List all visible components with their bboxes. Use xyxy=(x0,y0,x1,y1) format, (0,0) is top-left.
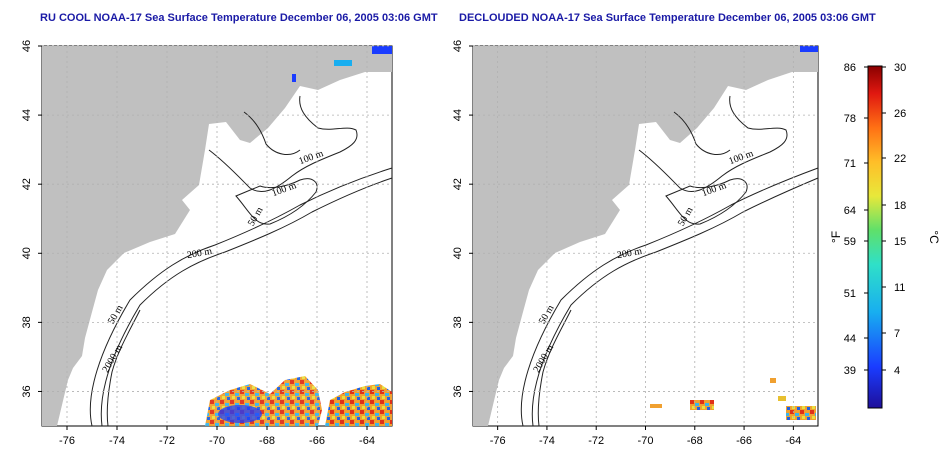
y-tick-label: 38 xyxy=(452,316,464,328)
left-bathymetry-contours xyxy=(89,95,393,427)
x-tick-label: -70 xyxy=(638,435,654,447)
colorbar-c-tick: 18 xyxy=(894,200,906,212)
x-tick-label: -74 xyxy=(109,435,125,447)
y-tick-label: 46 xyxy=(21,40,33,52)
x-tick-label: -72 xyxy=(159,435,175,447)
colorbar-c-tick: 22 xyxy=(894,153,906,165)
x-tick-label: -72 xyxy=(588,435,604,447)
colorbar-gradient xyxy=(867,65,883,409)
y-tick-label: 46 xyxy=(452,40,464,52)
colorbar-c-ticks: 30 26 22 18 15 11 7 4 xyxy=(882,62,906,377)
fahrenheit-unit-label: °F xyxy=(829,231,843,243)
left-x-tick-labels: -76 -74 -72 -70 -68 -66 -64 xyxy=(59,435,375,447)
colorbar-c-tick: 11 xyxy=(894,282,905,294)
left-grid-lines xyxy=(42,45,392,426)
contour-label: 200 m xyxy=(616,246,643,261)
x-tick-label: -64 xyxy=(359,435,375,447)
right-x-tick-labels: -76 -74 -72 -70 -68 -66 -64 xyxy=(490,435,802,447)
right-map-title: DECLOUDED NOAA-17 Sea Surface Temperatur… xyxy=(459,12,876,24)
colorbar-f-tick: 59 xyxy=(844,236,856,248)
colorbar-c-tick: 15 xyxy=(894,236,906,248)
right-y-tick-labels: 46 44 42 40 38 36 xyxy=(452,40,464,398)
celsius-unit-label: °C xyxy=(927,230,941,244)
colorbar-f-tick: 44 xyxy=(844,333,856,345)
left-y-tick-labels: 46 44 42 40 38 36 xyxy=(21,40,33,398)
colorbar-f-tick: 71 xyxy=(844,158,856,170)
colorbar-c-tick: 7 xyxy=(894,328,900,340)
colorbar-c-tick: 26 xyxy=(894,108,906,120)
temperature-colorbar: 86 78 71 64 59 51 44 39 30 26 22 18 15 11 7 4 °F °C xyxy=(829,62,941,409)
colorbar-c-tick: 30 xyxy=(894,62,906,74)
colorbar-f-tick: 39 xyxy=(844,365,856,377)
y-tick-label: 42 xyxy=(21,178,33,190)
colorbar-f-tick: 86 xyxy=(844,62,856,74)
y-tick-label: 40 xyxy=(21,247,33,259)
x-tick-label: -68 xyxy=(259,435,275,447)
x-tick-label: -68 xyxy=(687,435,703,447)
colorbar-f-tick: 64 xyxy=(844,205,856,217)
x-tick-label: -76 xyxy=(59,435,75,447)
left-sst-patches xyxy=(205,46,392,426)
left-land-mass xyxy=(42,46,392,426)
x-tick-label: -66 xyxy=(736,435,752,447)
x-tick-label: -66 xyxy=(309,435,325,447)
right-land-mass xyxy=(473,46,818,426)
y-tick-label: 36 xyxy=(21,385,33,397)
colorbar-c-tick: 4 xyxy=(894,365,900,377)
y-tick-label: 44 xyxy=(21,109,33,121)
colorbar-f-tick: 78 xyxy=(844,113,856,125)
colorbar-f-tick: 51 xyxy=(844,288,856,300)
y-tick-label: 38 xyxy=(21,316,33,328)
y-tick-label: 44 xyxy=(452,109,464,121)
left-map-title: RU COOL NOAA-17 Sea Surface Temperature … xyxy=(40,12,438,24)
x-tick-label: -64 xyxy=(785,435,801,447)
right-grid-lines xyxy=(473,45,818,426)
x-tick-label: -76 xyxy=(490,435,506,447)
colorbar-f-ticks: 86 78 71 64 59 51 44 39 xyxy=(844,62,868,377)
x-tick-label: -74 xyxy=(539,435,555,447)
y-tick-label: 42 xyxy=(452,178,464,190)
y-tick-label: 40 xyxy=(452,247,464,259)
y-tick-label: 36 xyxy=(452,385,464,397)
right-bathymetry-contours xyxy=(520,95,819,427)
contour-label: 200 m xyxy=(186,246,213,261)
x-tick-label: -70 xyxy=(209,435,225,447)
